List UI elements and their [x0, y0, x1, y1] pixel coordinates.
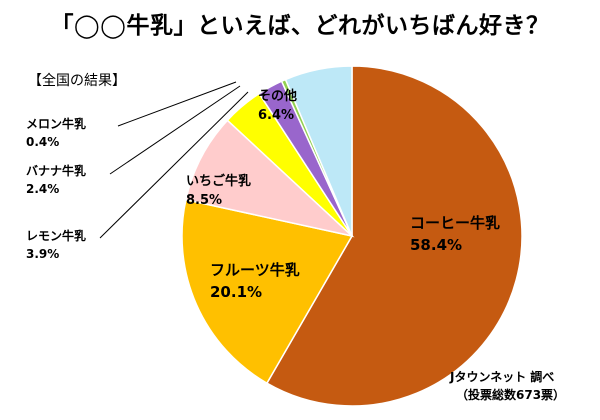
slice-value-label-1: 20.1%	[210, 283, 262, 301]
pie-slices	[181, 65, 523, 407]
slice-name-label-0: コーヒー牛乳	[410, 214, 500, 232]
chart-title: 「◯◯牛乳」といえば、どれがいちばん好き？	[50, 13, 550, 39]
pie-slice-6	[284, 65, 353, 237]
leader-line-5	[117, 81, 237, 127]
credit-note: （投票総数673票）	[456, 388, 566, 402]
slice-value-label-5: 0.4%	[26, 135, 59, 149]
pie-slice-2	[185, 119, 355, 238]
slice-value-label-6: 6.4%	[258, 108, 294, 123]
slice-labels: コーヒー牛乳 58.4% フルーツ牛乳 20.1% いちご牛乳 8.5% レモン牛乳 3.9%…	[26, 88, 500, 301]
pie-slice-1	[181, 198, 354, 385]
credit-brand: Jタウンネット	[450, 370, 527, 384]
slice-name-label-3: レモン牛乳	[26, 228, 86, 243]
slice-name-label-6: その他	[258, 88, 297, 104]
slice-value-label-3: 3.9%	[26, 247, 59, 261]
slice-value-label-0: 58.4%	[410, 236, 462, 254]
credit-action: 調べ	[530, 370, 555, 384]
slice-value-label-4: 2.4%	[26, 182, 59, 196]
slice-value-label-2: 8.5%	[186, 193, 222, 208]
chart-subtitle: 【全国の結果】	[28, 73, 126, 89]
slice-name-label-2: いちご牛乳	[186, 173, 251, 189]
source-credit: Jタウンネット 調べ （投票総数673票）	[450, 368, 590, 404]
pie-slice-0	[265, 65, 523, 407]
leader-line-4	[109, 85, 241, 175]
slice-name-label-4: バナナ牛乳	[26, 163, 86, 178]
slice-name-label-5: メロン牛乳	[26, 116, 86, 131]
leader-lines	[99, 81, 249, 239]
leader-line-3	[99, 91, 249, 239]
credit-brand-row: Jタウンネット 調べ	[450, 368, 590, 386]
slice-name-label-1: フルーツ牛乳	[210, 261, 300, 279]
